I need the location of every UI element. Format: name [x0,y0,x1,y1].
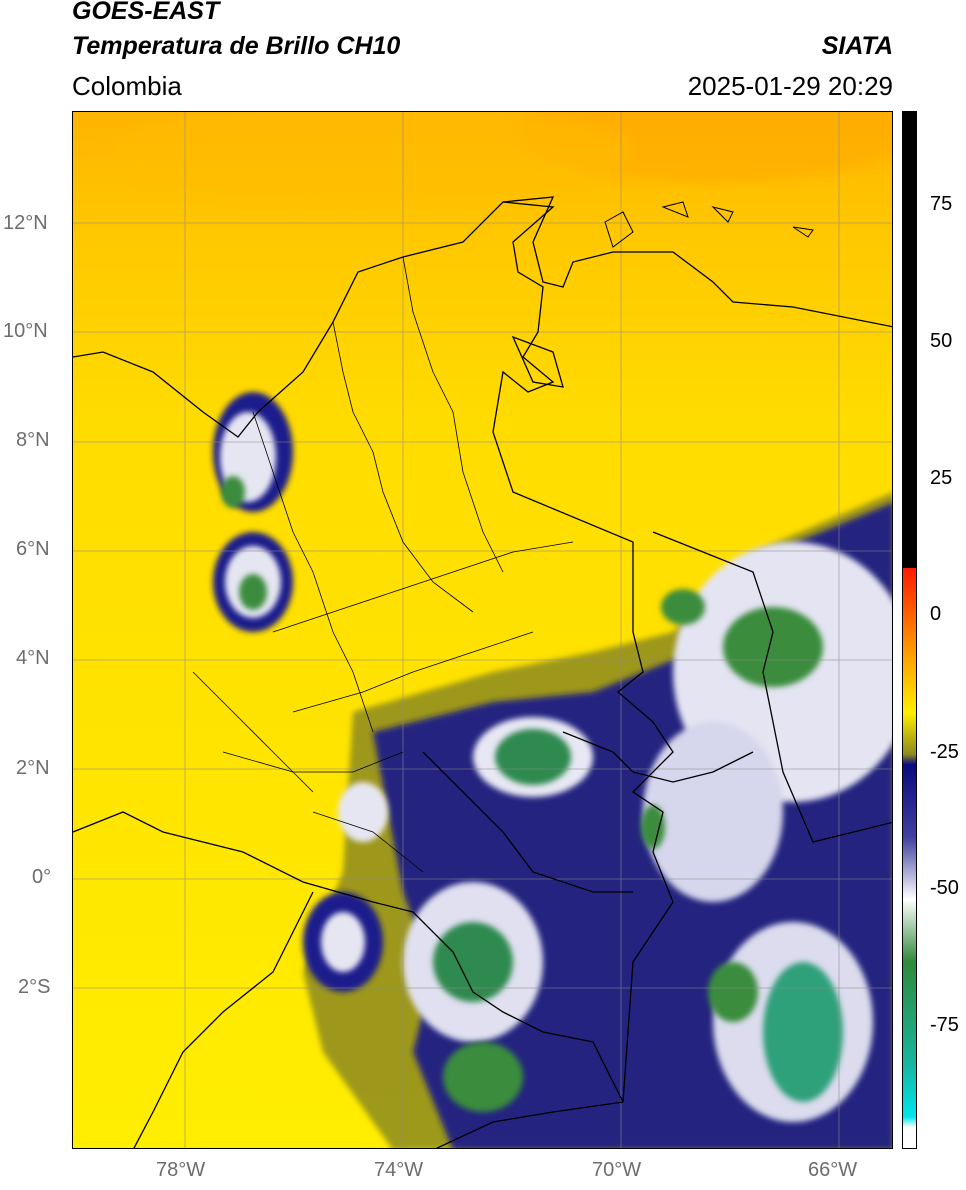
coast-islands [604,201,814,248]
lat-label: 4°N [16,647,50,669]
lat-label: 6°N [16,538,50,560]
lat-label: 2°N [16,757,50,779]
lon-label: 70°W [592,1159,642,1181]
lat-label: 10°N [3,320,48,342]
colorbar-tick: -75 [930,1014,959,1036]
lon-label: 74°W [374,1159,424,1181]
satellite-map [72,111,893,1149]
brand-label: SIATA [821,32,893,60]
gridlines [73,112,892,1148]
colorbar-tick: -25 [930,741,959,763]
timestamp-label: 2025-01-29 20:29 [687,71,893,101]
map-canvas [73,112,892,1148]
region-label: Colombia [72,71,182,101]
department-borders [192,256,574,873]
lon-label: 66°W [808,1159,858,1181]
lon-label: 78°W [156,1159,206,1181]
colorbar-tick: 0 [930,603,942,625]
colorbar [902,111,917,1149]
lat-label: 2°S [18,976,51,998]
colorbar-tick: 75 [930,193,953,215]
cloud-core-green [221,476,843,1112]
lat-label: 8°N [16,429,50,451]
warm-patch [113,112,633,202]
product-title: Temperatura de Brillo CH10 [72,32,401,60]
colorbar-tick: 25 [930,467,953,489]
lat-label: 12°N [3,212,48,234]
country-borders [73,196,892,1148]
colorbar-tick: 50 [930,330,953,352]
colorbar-tick: -50 [930,877,959,899]
satellite-title: GOES-EAST [72,0,220,25]
lat-label: 0° [32,866,52,888]
